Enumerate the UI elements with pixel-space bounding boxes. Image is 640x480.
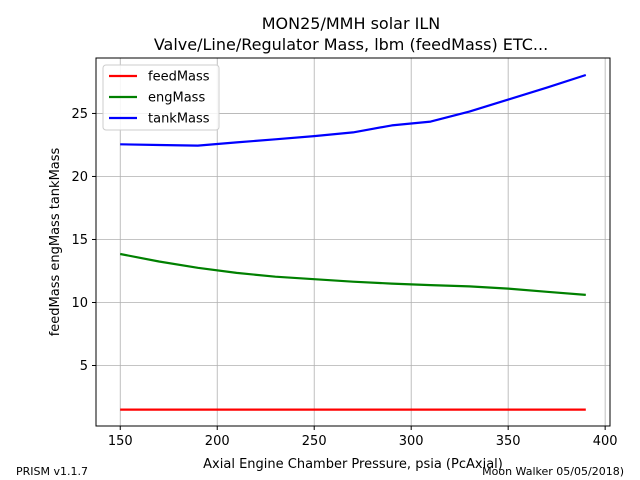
y-axis-label: feedMass engMass tankMass (48, 147, 63, 336)
series-lines (119, 73, 587, 411)
legend-label-feedMass: feedMass (148, 70, 210, 85)
x-axis-label: Axial Engine Chamber Pressure, psia (PcA… (203, 457, 503, 472)
plot-area: 150 200 250 300 350 400 5 10 15 20 25 (71, 57, 618, 449)
x-axis-ticks: 150 200 250 300 350 400 (108, 426, 618, 449)
legend-box (102, 64, 220, 131)
y-tick-label: 5 (80, 359, 88, 374)
x-tick-label: 250 (302, 434, 327, 449)
y-axis-ticks: 5 10 15 20 25 (71, 107, 96, 374)
legend-label-engMass: engMass (148, 91, 205, 106)
legend-label-tankMass: tankMass (148, 112, 210, 127)
chart-subtitle: Valve/Line/Regulator Mass, lbm (feedMass… (154, 35, 548, 54)
y-tick-label: 15 (71, 233, 88, 248)
plot-frame (95, 57, 611, 427)
footer-version: PRISM v1.1.7 (16, 465, 88, 478)
y-tick-label: 10 (71, 296, 88, 311)
series-line-tankMass (120, 73, 587, 147)
y-tick-label: 20 (71, 170, 88, 185)
x-tick-label: 200 (205, 434, 230, 449)
footer-author: Moon Walker 05/05/2018) (482, 465, 624, 478)
x-tick-label: 150 (108, 434, 133, 449)
series-line-engMass (119, 252, 586, 296)
x-tick-label: 300 (399, 434, 424, 449)
x-tick-label: 400 (593, 434, 618, 449)
y-tick-label: 25 (71, 107, 88, 122)
chart-title: MON25/MMH solar ILN (262, 14, 440, 33)
legend: feedMass engMass tankMass (102, 64, 220, 131)
x-tick-label: 350 (496, 434, 521, 449)
